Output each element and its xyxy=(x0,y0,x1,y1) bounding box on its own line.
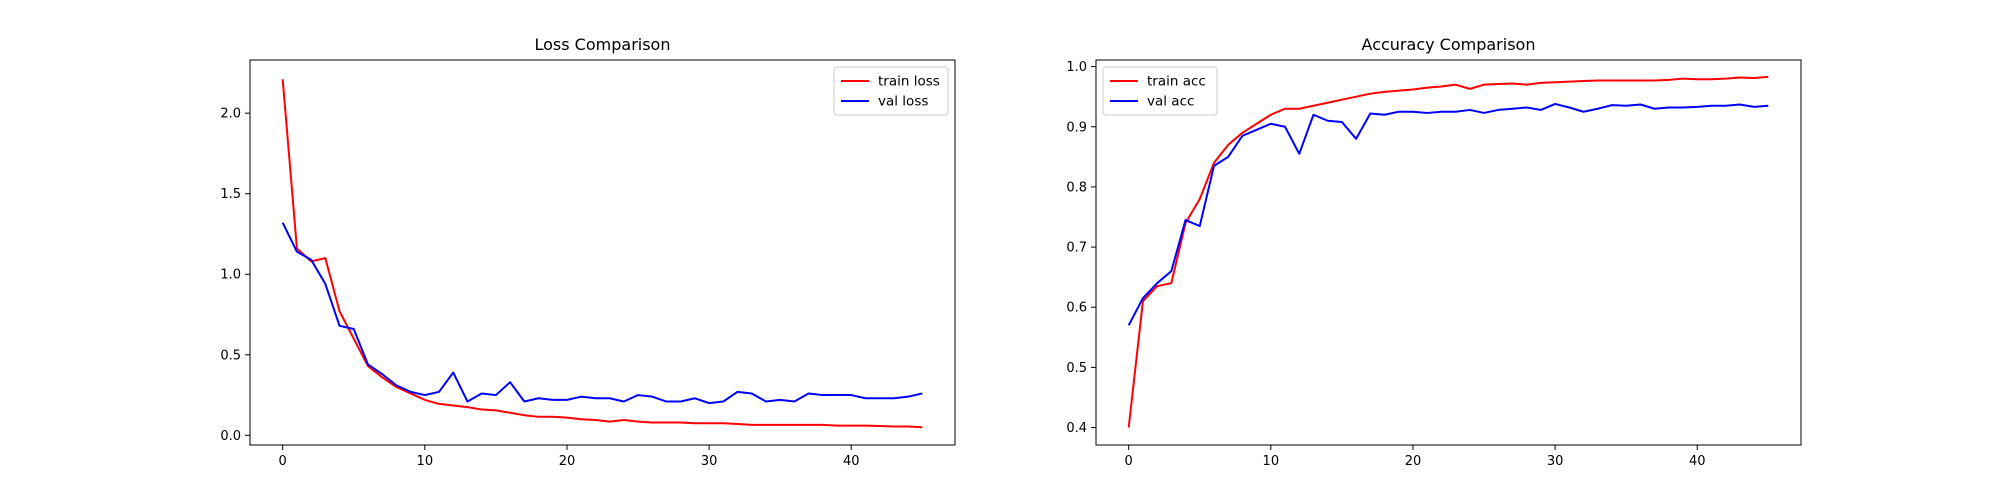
chart-accuracy-xtick-label: 40 xyxy=(1689,454,1706,469)
chart-accuracy-ytick-label: 0.9 xyxy=(1066,120,1087,135)
chart-accuracy-axes-frame xyxy=(1095,59,1802,446)
chart-loss-series-val-loss-line xyxy=(281,222,923,405)
chart-loss-xtick-label: 40 xyxy=(843,454,860,469)
loss-chart: Loss Comparison 0 10 20 30 40 0.0 0.5 1.0 1.5 2.0 t… xyxy=(220,35,956,469)
chart-loss-series-train-loss-line xyxy=(281,79,923,429)
chart-loss-title: Loss Comparison xyxy=(535,35,671,54)
chart-accuracy-legend-box xyxy=(1102,66,1218,116)
chart-accuracy-ytick-label: 0.7 xyxy=(1066,241,1087,256)
chart-accuracy-xtick-label: 20 xyxy=(1405,454,1422,469)
accuracy-chart: Accuracy Comparison 0 10 20 30 40 0.4 0.5 0.6 0.7… xyxy=(1066,35,1802,469)
chart-loss-axes-frame xyxy=(249,59,956,446)
chart-loss-ytick-label: 0.5 xyxy=(220,348,241,363)
chart-accuracy-xtick-label: 10 xyxy=(1263,454,1280,469)
chart-accuracy-series-val-acc-line xyxy=(1127,102,1769,326)
chart-accuracy-xtick-label: 30 xyxy=(1547,454,1564,469)
chart-accuracy-xtick-label: 0 xyxy=(1125,454,1133,469)
chart-accuracy-ytick-label: 0.5 xyxy=(1066,361,1087,376)
chart-loss-ytick-label: 0.0 xyxy=(220,429,241,444)
chart-accuracy-series-train-acc-line xyxy=(1127,75,1769,428)
chart-accuracy-legend-label-val-acc: val acc xyxy=(1147,94,1194,110)
chart-accuracy-legend: train acc val acc xyxy=(1102,66,1218,116)
chart-loss-legend: train loss val loss xyxy=(833,66,949,116)
chart-loss-ytick-label: 1.5 xyxy=(220,187,241,202)
chart-accuracy-ytick-label: 0.4 xyxy=(1066,421,1087,436)
chart-accuracy-title: Accuracy Comparison xyxy=(1362,35,1536,54)
chart-loss-legend-label-train-loss: train loss xyxy=(878,74,940,90)
chart-loss-legend-label-val-loss: val loss xyxy=(878,94,928,110)
chart-accuracy-legend-label-train-acc: train acc xyxy=(1147,74,1206,90)
chart-loss-xtick-label: 30 xyxy=(701,454,718,469)
chart-accuracy-ytick-label: 0.6 xyxy=(1066,301,1087,316)
chart-loss-xtick-label: 20 xyxy=(559,454,576,469)
chart-accuracy-ytick-label: 1.0 xyxy=(1066,60,1087,75)
chart-loss-xtick-label: 10 xyxy=(417,454,434,469)
chart-loss-legend-box xyxy=(833,66,949,116)
chart-loss-ytick-label: 1.0 xyxy=(220,268,241,283)
chart-loss-ytick-label: 2.0 xyxy=(220,107,241,122)
chart-accuracy-ytick-label: 0.8 xyxy=(1066,180,1087,195)
chart-loss-xtick-label: 0 xyxy=(279,454,287,469)
